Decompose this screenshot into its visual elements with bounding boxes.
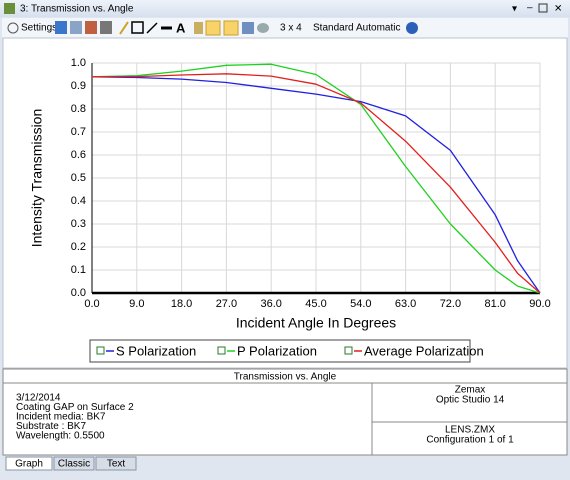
text-button[interactable]: A [176, 20, 186, 35]
y-tick-label: 0.3 [71, 218, 86, 230]
dropdown-button[interactable]: ▾ [512, 4, 517, 15]
configuration: Configuration 1 of 1 [426, 435, 514, 446]
tab[interactable] [53, 456, 95, 471]
file-name: LENS.ZMX [445, 425, 495, 436]
x-tick-label: 0.0 [84, 298, 99, 310]
info-line: Coating GAP on Surface 2 [16, 402, 134, 413]
window-title: 3: Transmission vs. Angle [20, 4, 134, 15]
series-line [91, 63, 541, 294]
toggle-button[interactable] [205, 20, 221, 36]
y-tick-label: 0.6 [71, 149, 86, 161]
rect-button[interactable] [131, 21, 144, 34]
maximize-button[interactable] [538, 3, 548, 13]
x-tick-label: 45.0 [305, 298, 326, 310]
x-tick-label: 27.0 [216, 298, 237, 310]
legend-checkbox[interactable] [96, 346, 105, 355]
info-line: Wavelength: 0.5500 [16, 431, 105, 442]
tab[interactable] [95, 456, 137, 471]
info-line: Substrate : BK7 [16, 421, 86, 432]
legend-checkbox[interactable] [344, 346, 353, 355]
save-button[interactable] [85, 21, 97, 34]
legend [89, 339, 471, 363]
tab-label[interactable]: Classic [58, 459, 90, 470]
info-title: Transmission vs. Angle [234, 372, 337, 383]
x-tick-label: 90.0 [529, 298, 550, 310]
legend-label: Average Polarization [364, 343, 484, 358]
legend-label: P Polarization [237, 343, 317, 358]
x-axis-label: Incident Angle In Degrees [236, 315, 396, 331]
x-tick-label: 54.0 [350, 298, 371, 310]
settings-button[interactable]: Settings [21, 23, 57, 34]
scale-dropdown[interactable]: Automatic [356, 23, 400, 34]
info-line: Incident media: BK7 [16, 412, 106, 423]
refresh-button[interactable] [55, 21, 67, 34]
settings-icon[interactable] [7, 22, 19, 34]
print-button[interactable] [100, 21, 112, 34]
tab-label[interactable]: Text [107, 459, 126, 470]
app-icon [4, 3, 15, 14]
x-tick-label: 9.0 [129, 298, 144, 310]
y-tick-label: 0.7 [71, 126, 86, 138]
series-line [91, 76, 541, 294]
help-button[interactable] [406, 22, 418, 34]
title-bar [0, 0, 570, 17]
x-tick-label: 72.0 [440, 298, 461, 310]
y-tick-label: 0.1 [71, 264, 86, 276]
layout-button[interactable]: 3 x 4 [280, 23, 302, 34]
x-tick-label: 36.0 [260, 298, 281, 310]
pencil-button[interactable] [119, 21, 129, 35]
minimize-button[interactable]: – [527, 3, 533, 14]
x-tick-label: 63.0 [395, 298, 416, 310]
y-tick-label: 0.9 [71, 80, 86, 92]
y-axis-label: Intensity Transmission [29, 109, 45, 248]
y-tick-label: 0.2 [71, 241, 86, 253]
grid-button[interactable] [223, 20, 239, 36]
legend-label: S Polarization [116, 343, 196, 358]
arrow-button[interactable] [146, 22, 158, 34]
series-line [91, 73, 541, 294]
tab[interactable] [5, 456, 53, 471]
y-tick-label: 0.0 [71, 287, 86, 299]
tab-label[interactable]: Graph [15, 459, 43, 470]
window-button[interactable] [242, 22, 254, 34]
y-tick-label: 0.8 [71, 103, 86, 115]
info-line: 3/12/2014 [16, 393, 61, 404]
close-button[interactable]: ✕ [554, 4, 562, 15]
x-tick-label: 81.0 [484, 298, 505, 310]
y-tick-label: 0.4 [71, 195, 86, 207]
style-dropdown[interactable]: Standard [313, 23, 354, 34]
lock-button[interactable] [194, 22, 203, 34]
y-tick-label: 1.0 [71, 57, 86, 69]
copy-button[interactable] [70, 21, 82, 34]
y-tick-label: 0.5 [71, 172, 86, 184]
x-tick-label: 18.0 [171, 298, 192, 310]
layers-button[interactable] [257, 23, 269, 33]
product: Optic Studio 14 [436, 395, 505, 406]
legend-checkbox[interactable] [217, 346, 226, 355]
company: Zemax [455, 385, 486, 396]
plot-panel [2, 37, 568, 369]
chart: 0.0 0.1 0.2 0.3 0.4 0.5 0.6 0.7 0.8 0.9 1.0 0.0 9.0 1… [71, 57, 551, 310]
